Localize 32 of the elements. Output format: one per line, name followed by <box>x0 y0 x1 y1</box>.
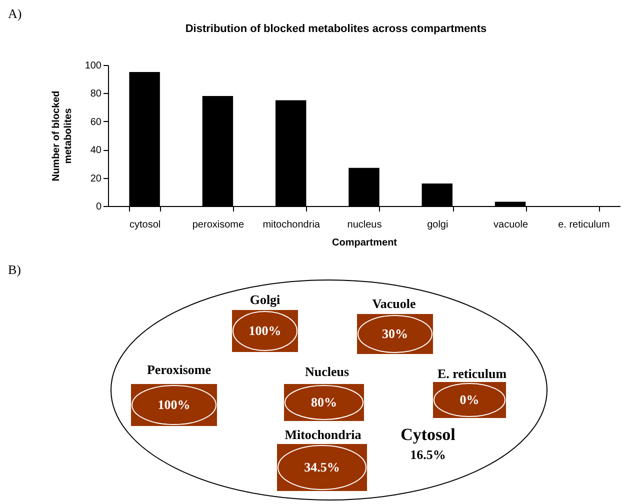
category-label: Vacuole <box>372 296 416 311</box>
x-tick-label: e. reticulum <box>558 220 610 230</box>
category-label: Cytosol <box>400 425 456 444</box>
y-axis-title: Number of blocked metabolites <box>50 90 74 182</box>
category-label: Golgi <box>250 292 281 307</box>
category-label: Nucleus <box>304 364 350 379</box>
x-tick-label: cytosol <box>130 220 161 230</box>
x-tick-label: vacuole <box>494 220 528 230</box>
x-tick-label: mitochondria <box>262 220 320 230</box>
x-tick-label: nucleus <box>347 220 382 230</box>
y-tick-label: 80 <box>90 88 102 100</box>
category-label: Peroxisome <box>146 362 212 377</box>
y-tick-label: 0 <box>96 202 102 212</box>
x-tick-label: peroxisome <box>192 220 244 230</box>
data-label: 16.5% <box>410 447 446 462</box>
data-label: 30% <box>382 326 408 341</box>
category-label: E. reticulum <box>437 366 507 381</box>
text: B) <box>8 262 21 278</box>
y-tick-label: 100 <box>84 60 102 72</box>
data-label: 34.5% <box>304 460 340 474</box>
y-tick-label: 60 <box>90 116 102 128</box>
text: A) <box>8 6 22 22</box>
x-tick-label: golgi <box>427 220 448 230</box>
chart-title: Distribution of blocked metabolites across compartments <box>185 23 487 35</box>
data-label: 80% <box>311 394 337 410</box>
y-tick-label: 40 <box>90 145 102 156</box>
y-tick-label: 20 <box>90 173 102 184</box>
data-label: 0% <box>460 392 480 407</box>
data-label: 100% <box>158 397 190 412</box>
data-label: 100% <box>248 323 282 338</box>
category-label: Mitochondria <box>284 427 362 442</box>
x-axis-title: Compartment <box>332 238 398 248</box>
